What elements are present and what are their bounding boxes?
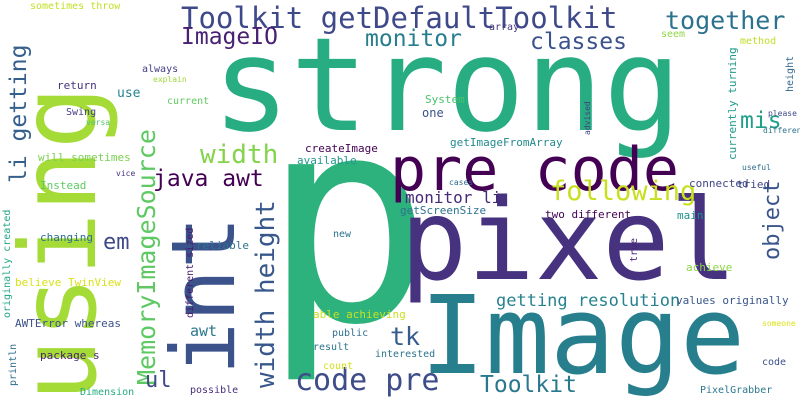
- word-always: always: [142, 64, 179, 75]
- word-return: return: [57, 79, 97, 92]
- word-monitor: monitor: [365, 26, 462, 52]
- word-getscreensize: getScreenSize: [400, 204, 487, 217]
- word-createimage: createImage: [305, 142, 378, 155]
- word-versa: versa: [86, 118, 111, 127]
- word-classes: classes: [530, 29, 627, 55]
- word-object: object: [760, 180, 785, 260]
- word-strong: strong: [212, 9, 682, 161]
- word-height: height: [785, 55, 796, 92]
- word-explain: explain: [153, 75, 187, 84]
- word-width-height: width height: [251, 200, 281, 388]
- word-java-awt: java awt: [153, 166, 264, 192]
- word-mis: mis: [740, 108, 782, 134]
- word-p: p: [262, 56, 434, 388]
- word-code-pre: code pre: [295, 363, 440, 398]
- word-imageio: ImageIO: [181, 24, 278, 50]
- word-pre-code: pre code: [390, 135, 679, 205]
- word-li-getting: li getting: [6, 44, 32, 183]
- word-useful: useful: [742, 163, 771, 172]
- word-reliable: reliable: [196, 239, 249, 252]
- word-able-achieving: able achieving: [313, 308, 406, 321]
- word-will-sometimes: will sometimes: [38, 151, 131, 164]
- word-two-different: two different: [545, 208, 632, 221]
- word-em: em: [103, 230, 130, 255]
- word-pixel: pixel: [400, 176, 738, 306]
- word-tk: tk: [390, 322, 421, 351]
- word-new: new: [333, 229, 352, 240]
- word-tried: tried: [737, 178, 771, 191]
- word-seem: seem: [661, 29, 686, 40]
- word-array: array: [489, 22, 520, 33]
- word-pixelgrabber: PixelGrabber: [700, 385, 773, 396]
- word-advised: advised: [583, 101, 592, 135]
- word-width: width: [200, 140, 279, 170]
- word-package-s: package s: [40, 349, 100, 362]
- word-method: method: [740, 36, 777, 47]
- word-dimension: Dimension: [80, 387, 135, 398]
- word-toolkit: Toolkit: [480, 372, 577, 398]
- word-please: please: [768, 109, 797, 118]
- word-awterror-whereas: AWTError whereas: [15, 317, 121, 330]
- word-true: true: [629, 237, 640, 262]
- word-difference: difference: [763, 126, 800, 135]
- word-possible: possible: [190, 385, 239, 396]
- word-image: Image: [420, 274, 746, 399]
- word-originally-created: originally created: [2, 209, 13, 318]
- word-connected: connected: [689, 177, 749, 190]
- word-println: println: [8, 343, 19, 386]
- word-awt: awt: [190, 322, 218, 340]
- word-vice: vice: [116, 169, 136, 178]
- word-code: code: [762, 357, 787, 368]
- word-currently-turning: currently turning: [726, 47, 739, 160]
- word-following: following: [550, 176, 697, 207]
- word-result: result: [313, 342, 350, 353]
- word-getimagefromarray: getImageFromArray: [450, 136, 563, 149]
- word-interested: interested: [375, 349, 436, 360]
- word-available: available: [297, 154, 357, 167]
- word-achieve: achieve: [686, 261, 733, 274]
- word-use: use: [117, 86, 141, 101]
- word-ul: ul: [145, 368, 172, 393]
- word-one: one: [422, 106, 444, 120]
- word-getting-resolution: getting resolution: [496, 291, 681, 311]
- word-system: System: [425, 93, 465, 106]
- word-changing: changing: [40, 231, 93, 244]
- word-current: current: [167, 96, 210, 107]
- word-swing: Swing: [66, 107, 97, 118]
- word-monitor-li: monitor li: [405, 188, 502, 207]
- word-believe-twinview: believe TwinView: [15, 276, 121, 289]
- word-instead: Instead: [40, 179, 87, 192]
- word-main: main: [677, 209, 704, 222]
- word-together: together: [665, 6, 786, 35]
- word-values-originally: values originally: [676, 294, 789, 307]
- word-different-sized: different sized: [185, 227, 196, 318]
- word-count: count: [323, 361, 354, 372]
- word-toolkit-getdefaulttoolkit: Toolkit getDefaultToolkit: [181, 1, 618, 35]
- word-public: public: [332, 328, 369, 339]
- word-someone: someone: [762, 319, 796, 328]
- word-sometimes-throw: sometimes throw: [30, 1, 121, 12]
- word-cases: cases: [449, 178, 474, 187]
